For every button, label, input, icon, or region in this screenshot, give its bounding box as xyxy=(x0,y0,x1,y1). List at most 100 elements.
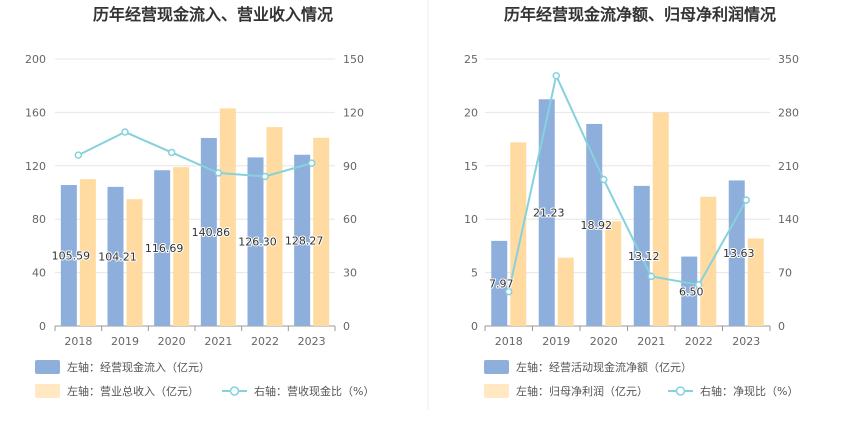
bar-secondary xyxy=(219,108,236,327)
bar-primary xyxy=(491,240,508,326)
line-point xyxy=(552,72,560,80)
bar-data-label: 126.30 xyxy=(238,236,277,249)
bar-data-label: 140.86 xyxy=(192,226,231,239)
bar-primary xyxy=(538,99,555,326)
right-axis-tick-label: 280 xyxy=(778,106,799,119)
x-axis-tick-label: 2021 xyxy=(637,335,665,348)
x-axis-tick-label: 2021 xyxy=(204,335,232,348)
left-axis-tick-label: 80 xyxy=(32,213,46,226)
left-axis-tick-label: 5 xyxy=(471,267,478,280)
bar-secondary xyxy=(173,167,190,326)
bar-secondary xyxy=(557,257,574,326)
line-point xyxy=(214,169,223,177)
left-axis-tick-label: 20 xyxy=(464,106,478,119)
bar-primary xyxy=(586,123,603,326)
chart-1: 历年经营现金流入、营业收入情况 0 0 40 30 80 60 120 90 160 120 200 1… xyxy=(25,5,374,398)
bar-data-label: 13.63 xyxy=(723,247,755,260)
x-axis-tick-label: 2023 xyxy=(732,335,760,348)
legend-label: 左轴：经营现金流入（亿元） xyxy=(67,360,210,374)
legend-label: 左轴：经营活动现金流净额（亿元） xyxy=(516,360,692,374)
bar-secondary xyxy=(700,196,717,326)
right-axis-tick-label: 150 xyxy=(343,53,364,66)
legend-item: 左轴：经营现金流入（亿元） xyxy=(35,360,210,374)
bar-data-label: 18.92 xyxy=(581,219,613,232)
chart-title: 历年经营现金流入、营业收入情况 xyxy=(93,5,333,24)
bar-primary xyxy=(294,154,311,326)
bar-secondary xyxy=(313,137,330,326)
bar-primary xyxy=(681,256,698,326)
legend-label: 左轴：归母净利润（亿元） xyxy=(516,384,648,398)
bar-data-label: 116.69 xyxy=(145,242,184,255)
left-axis-tick-label: 40 xyxy=(32,267,46,280)
bar-data-label: 21.23 xyxy=(533,207,565,220)
left-axis-tick-label: 0 xyxy=(39,320,46,333)
bar-secondary xyxy=(652,112,669,327)
right-axis-tick-label: 350 xyxy=(778,53,799,66)
legend-label: 右轴：营收现金比（%） xyxy=(254,384,374,398)
line-point xyxy=(261,172,269,181)
bar-primary xyxy=(728,180,745,326)
bar-data-label: 128.27 xyxy=(285,234,324,247)
legend-marker xyxy=(229,386,240,396)
x-axis-tick-label: 2023 xyxy=(298,335,326,348)
left-axis-tick-label: 10 xyxy=(464,213,478,226)
right-axis-tick-label: 30 xyxy=(343,267,357,280)
legend: 左轴：经营活动现金流净额（亿元） 左轴：归母净利润（亿元） 右轴：净现比（%） xyxy=(484,360,798,398)
bar-primary xyxy=(200,137,217,326)
bar-primary xyxy=(60,185,77,326)
right-axis-tick-label: 0 xyxy=(778,320,785,333)
right-axis-tick-label: 60 xyxy=(343,213,357,226)
legend-marker xyxy=(675,386,686,396)
line-point xyxy=(307,159,316,167)
series-line xyxy=(77,130,312,178)
legend: 左轴：经营现金流入（亿元） 左轴：营业总收入（亿元） 右轴：营收现金比（%） xyxy=(35,360,374,398)
bar-primary xyxy=(247,157,264,326)
left-axis-tick-label: 15 xyxy=(464,160,478,173)
x-axis-tick-label: 2018 xyxy=(495,335,523,348)
bar-secondary xyxy=(510,142,527,326)
right-axis-tick-label: 0 xyxy=(343,320,350,333)
bar-secondary xyxy=(126,199,143,326)
x-axis-tick-label: 2020 xyxy=(158,335,186,348)
left-axis-tick-label: 25 xyxy=(464,53,478,66)
right-axis-tick-label: 90 xyxy=(343,160,357,173)
legend-label: 右轴：净现比（%） xyxy=(700,384,798,398)
left-axis-tick-label: 0 xyxy=(471,320,478,333)
bar-data-label: 7.97 xyxy=(489,277,514,290)
x-axis-tick-label: 2019 xyxy=(111,335,139,348)
legend-item: 左轴：归母净利润（亿元） xyxy=(484,384,648,398)
left-axis-tick-label: 160 xyxy=(25,106,46,119)
legend-item: 左轴：经营活动现金流净额（亿元） xyxy=(484,360,692,374)
line-point xyxy=(742,196,750,204)
bar-primary xyxy=(107,186,124,326)
right-axis-tick-label: 120 xyxy=(343,106,364,119)
line-point xyxy=(167,148,176,157)
right-axis-tick-label: 210 xyxy=(778,160,799,173)
legend-swatch xyxy=(35,360,60,374)
line-point xyxy=(505,287,513,296)
x-axis-tick-label: 2022 xyxy=(685,335,713,348)
legend-swatch xyxy=(35,384,60,398)
line-point xyxy=(695,281,703,289)
bar-secondary xyxy=(79,179,96,326)
legend-item: 右轴：净现比（%） xyxy=(668,384,798,398)
bar-data-label: 13.12 xyxy=(628,250,660,263)
left-axis-tick-label: 120 xyxy=(25,160,46,173)
bar-primary xyxy=(154,170,171,326)
bar-secondary xyxy=(747,238,764,326)
legend-item: 左轴：营业总收入（亿元） xyxy=(35,384,199,398)
chart-title: 历年经营现金流净额、归母净利润情况 xyxy=(504,5,776,24)
x-axis-tick-label: 2019 xyxy=(542,335,570,348)
legend-swatch xyxy=(484,360,509,374)
bar-secondary xyxy=(605,221,622,326)
series-line xyxy=(507,72,748,292)
x-axis-tick-label: 2022 xyxy=(251,335,279,348)
line-point xyxy=(647,272,655,281)
legend-swatch xyxy=(484,384,509,398)
right-axis-tick-label: 70 xyxy=(778,267,792,280)
line-point xyxy=(74,151,83,159)
legend-item: 右轴：营收现金比（%） xyxy=(222,384,374,398)
line-point xyxy=(121,128,129,136)
